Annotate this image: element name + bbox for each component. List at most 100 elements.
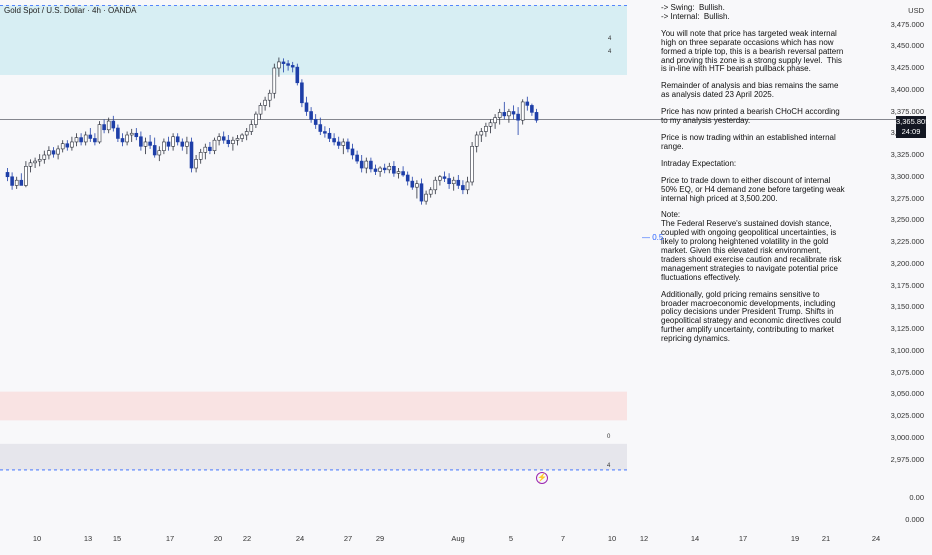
time-tick-label: 24 bbox=[295, 534, 305, 543]
candle-body bbox=[231, 139, 235, 144]
candle bbox=[139, 131, 143, 151]
candle bbox=[369, 157, 373, 173]
candle-body bbox=[484, 125, 488, 132]
candle bbox=[396, 168, 401, 179]
price-tick-label: 3,200.000 bbox=[890, 258, 924, 268]
candle-body bbox=[24, 166, 28, 186]
candle bbox=[286, 60, 290, 71]
note-paragraph: Price has now printed a bearish CHoCH ac… bbox=[661, 107, 842, 126]
time-tick-label: 10 bbox=[607, 534, 617, 543]
candle bbox=[143, 137, 148, 155]
note-paragraph: Note: The Federal Reserve's sustained do… bbox=[661, 210, 842, 282]
supply-zone[interactable] bbox=[0, 5, 627, 75]
candle bbox=[249, 120, 254, 135]
price-tick-label: 3,100.000 bbox=[890, 345, 924, 355]
candle bbox=[281, 58, 286, 73]
candle bbox=[405, 171, 410, 186]
symbol-title[interactable]: Gold Spot / U.S. Dollar · 4h · OANDA bbox=[4, 6, 137, 15]
price-tick-label: 3,375.000 bbox=[890, 106, 924, 116]
price-tick-label: 3,150.000 bbox=[890, 302, 924, 312]
candle bbox=[42, 150, 47, 164]
candle-body bbox=[65, 143, 70, 148]
candle-body bbox=[267, 92, 272, 101]
candle-body bbox=[162, 141, 166, 151]
candle bbox=[488, 119, 493, 134]
candle bbox=[323, 126, 327, 138]
candle-body bbox=[479, 131, 484, 136]
candle bbox=[516, 107, 520, 135]
candle bbox=[392, 161, 396, 177]
demand-zone[interactable] bbox=[0, 391, 627, 421]
time-tick-label: 10 bbox=[32, 534, 42, 543]
candle bbox=[79, 133, 83, 146]
candle-body bbox=[51, 150, 56, 155]
candle-body bbox=[300, 82, 304, 104]
candle-body bbox=[189, 141, 194, 169]
candle-body bbox=[401, 171, 405, 176]
time-tick-label: 27 bbox=[343, 534, 353, 543]
candle bbox=[258, 102, 263, 120]
candle bbox=[341, 138, 346, 155]
candle bbox=[474, 131, 479, 153]
candle-body bbox=[530, 105, 534, 113]
candle-body bbox=[461, 185, 465, 191]
candle-body bbox=[373, 168, 378, 172]
candle-body bbox=[378, 167, 382, 172]
currency-label[interactable]: USD bbox=[908, 6, 924, 15]
candle bbox=[88, 128, 93, 142]
candle bbox=[120, 133, 125, 147]
note-paragraph: Remainder of analysis and bias remains t… bbox=[661, 81, 841, 100]
levels-layer bbox=[0, 4, 896, 471]
candle bbox=[525, 96, 530, 111]
candle-body bbox=[14, 179, 19, 186]
candle bbox=[484, 122, 488, 137]
candle-body bbox=[166, 141, 171, 147]
candle bbox=[102, 119, 106, 134]
candle-body bbox=[244, 131, 249, 136]
candle-body bbox=[37, 159, 42, 162]
candle-body bbox=[488, 122, 493, 127]
candle-body bbox=[235, 138, 240, 141]
candle-body bbox=[180, 141, 185, 147]
candle bbox=[37, 154, 42, 167]
candle-body bbox=[249, 124, 254, 132]
candle-body bbox=[493, 117, 497, 124]
zones-layer bbox=[0, 5, 627, 470]
alert-bolt-icon[interactable]: ⚡ bbox=[536, 472, 548, 484]
candle-body bbox=[152, 145, 157, 156]
candle-body bbox=[139, 136, 143, 147]
candle-body bbox=[323, 131, 327, 134]
candle-body bbox=[28, 162, 33, 167]
time-tick-label: 22 bbox=[242, 534, 252, 543]
candle bbox=[129, 128, 134, 142]
candle-body bbox=[511, 111, 516, 115]
note-paragraph: Price to trade down to either discount o… bbox=[661, 175, 847, 203]
candle-body bbox=[111, 120, 116, 129]
candle bbox=[97, 121, 102, 144]
time-tick-label: 21 bbox=[821, 534, 831, 543]
candle-body bbox=[415, 183, 419, 188]
candle-body bbox=[42, 154, 47, 160]
candle bbox=[520, 99, 525, 125]
candle-body bbox=[208, 146, 212, 151]
candle-body bbox=[226, 139, 231, 144]
candle bbox=[267, 89, 272, 108]
candle-body bbox=[359, 160, 364, 169]
candle-body bbox=[336, 141, 341, 146]
candle-body bbox=[313, 119, 318, 125]
candle bbox=[125, 131, 129, 146]
time-tick-label: 17 bbox=[738, 534, 748, 543]
lower-zone[interactable] bbox=[0, 443, 627, 470]
candle bbox=[327, 128, 332, 142]
candle bbox=[70, 136, 74, 151]
candle-body bbox=[106, 120, 111, 131]
candle-body bbox=[428, 189, 433, 195]
candle bbox=[65, 140, 70, 151]
candle-body bbox=[382, 167, 387, 171]
candle-body bbox=[129, 132, 134, 136]
current-price-value: 3,365.805 bbox=[896, 117, 930, 126]
candle-body bbox=[175, 136, 180, 143]
candle bbox=[162, 138, 166, 155]
